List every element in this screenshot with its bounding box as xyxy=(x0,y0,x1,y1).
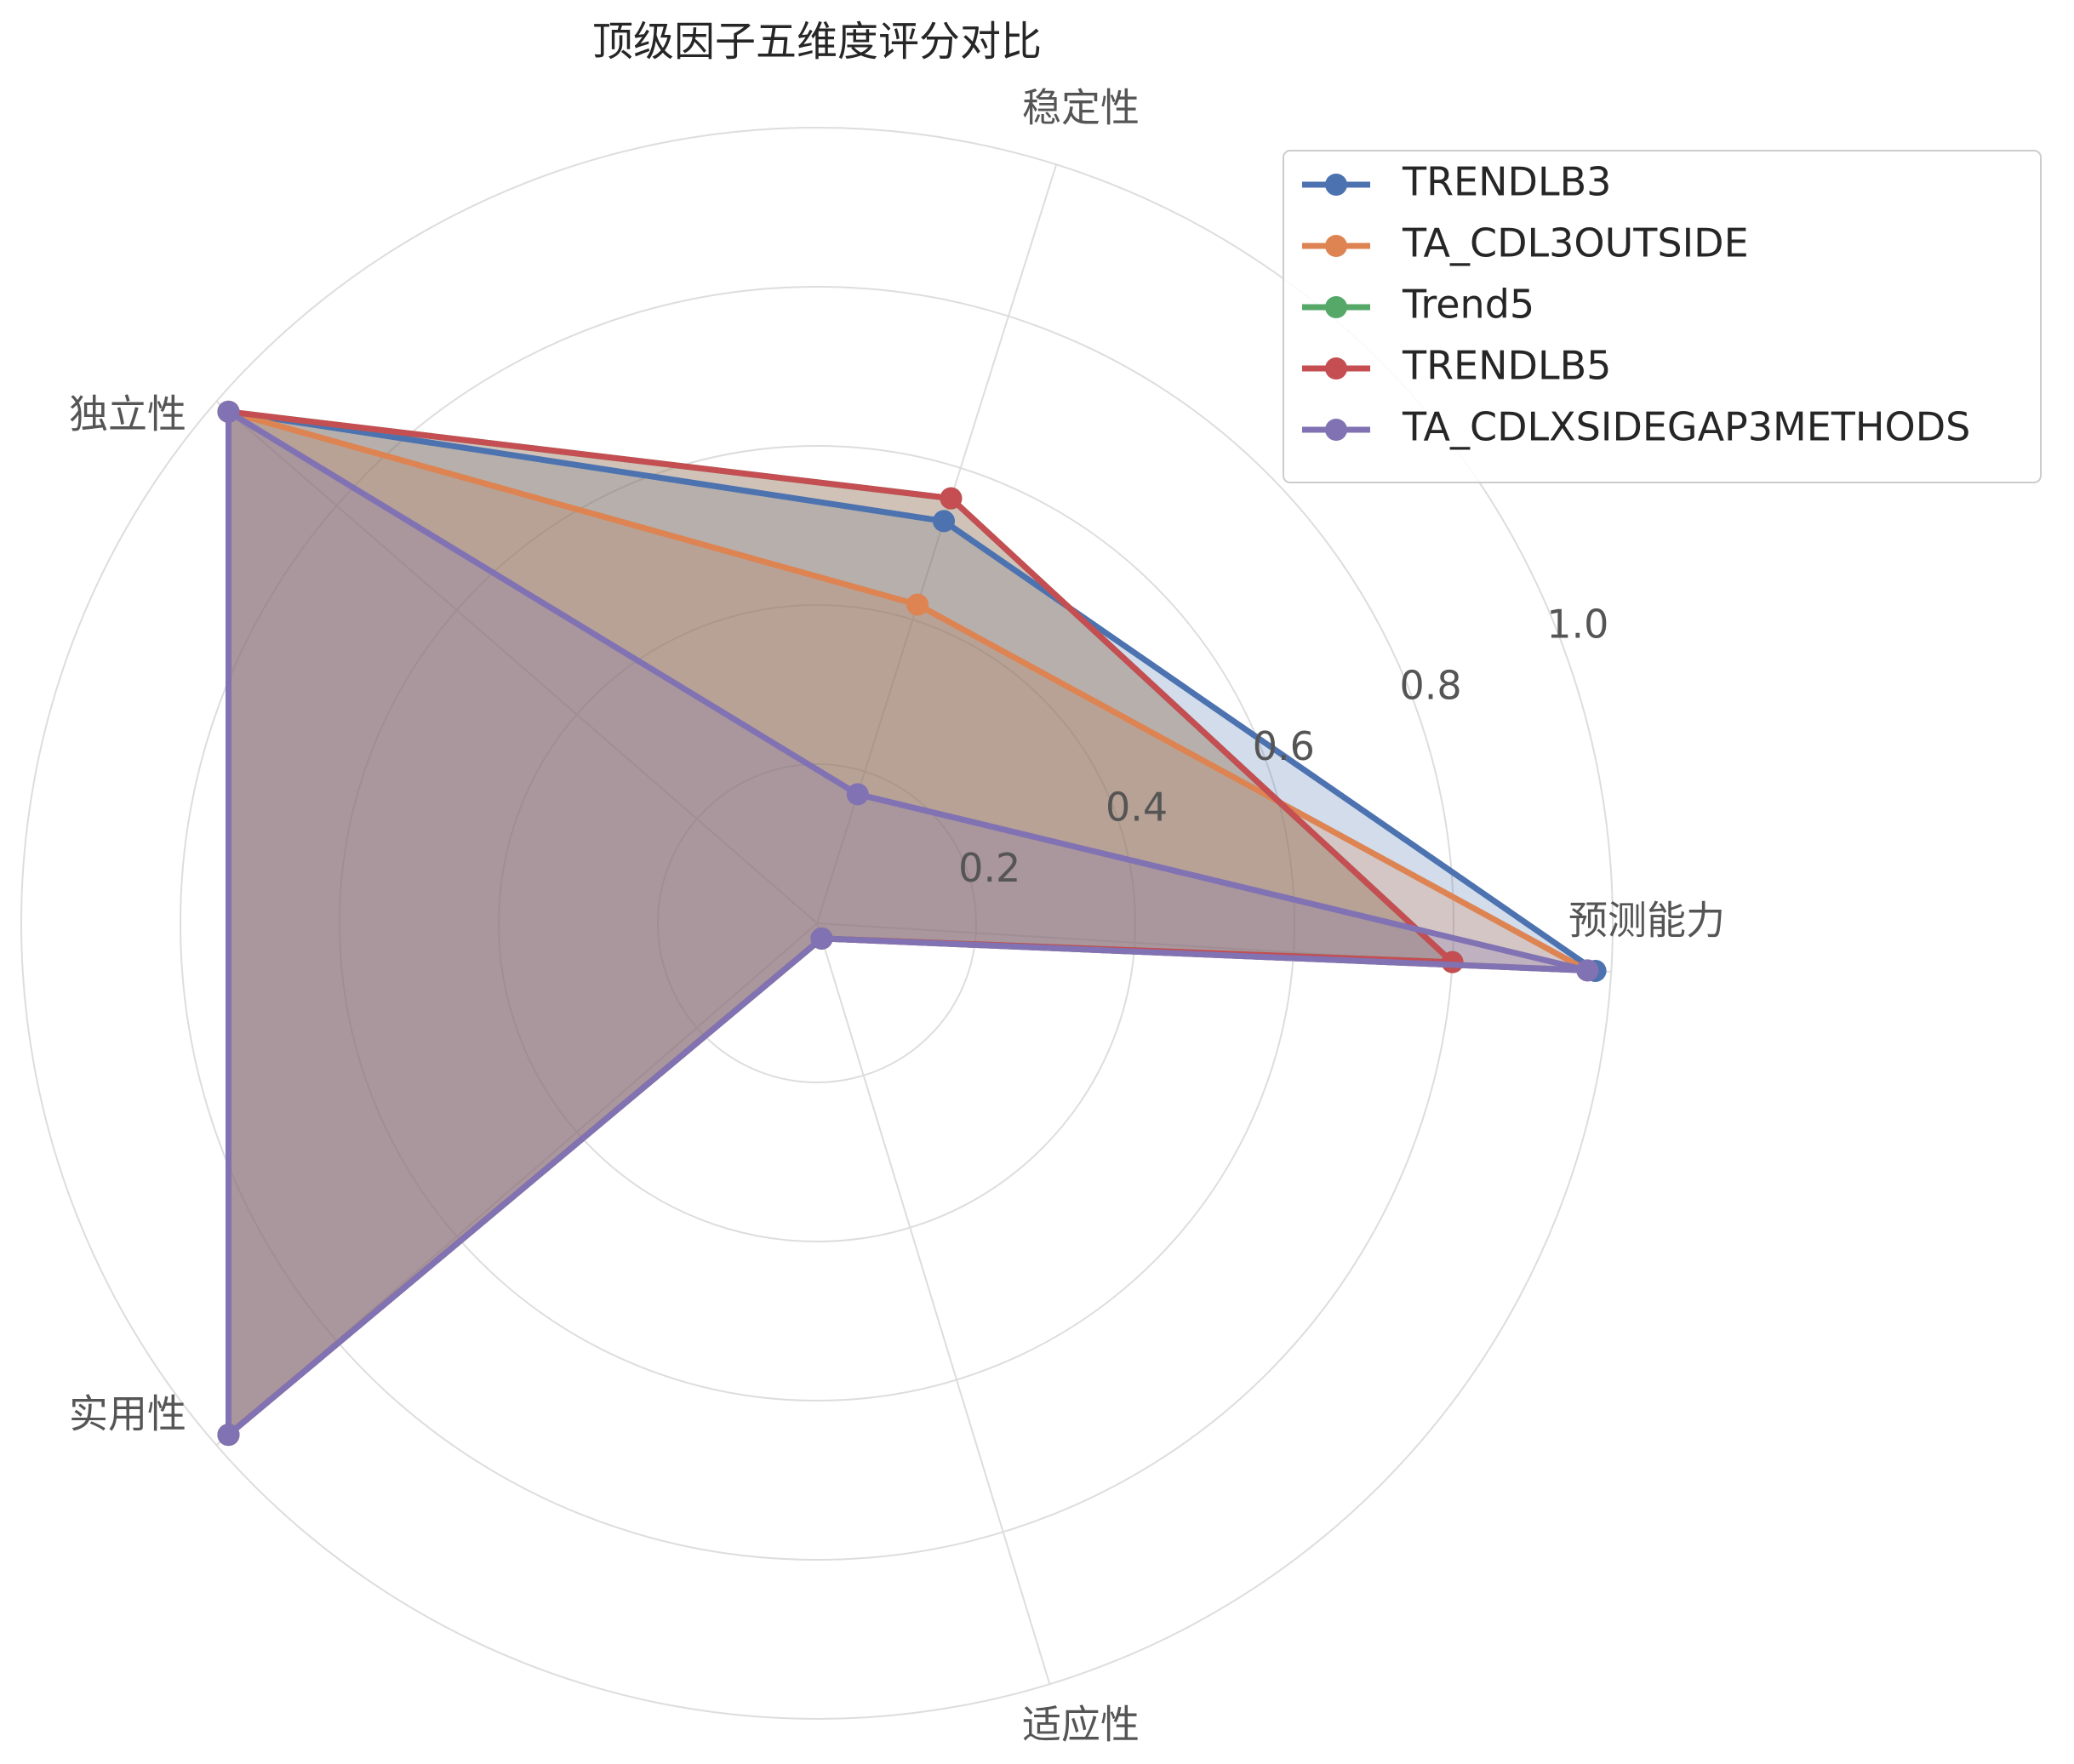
legend-entry: TA_CDL3OUTSIDE xyxy=(1402,220,1749,266)
legend-entry: Trend5 xyxy=(1402,282,1534,328)
data-point xyxy=(217,400,240,423)
grid-circle xyxy=(657,763,977,1083)
axis-label: 适应性 xyxy=(1022,1702,1140,1748)
axis-label: 实用性 xyxy=(69,1391,186,1437)
legend-swatch-marker xyxy=(1325,174,1347,196)
legend-swatch-marker xyxy=(1325,235,1347,257)
series-fill xyxy=(228,411,1453,1436)
grid-circle xyxy=(339,445,1295,1401)
legend-entry: TA_CDLXSIDEGAP3METHODS xyxy=(1402,404,1970,450)
legend: TRENDLB3 TA_CDL3OUTSIDE Trend5 TRENDLB5 TA_C… xyxy=(1283,150,2042,483)
series-fill xyxy=(228,411,1588,1436)
data-point xyxy=(217,1424,240,1447)
tick-label: 0.2 xyxy=(958,845,1020,891)
grid-circle xyxy=(498,604,1136,1242)
legend-swatch-marker xyxy=(1325,419,1347,441)
legend-swatch-marker xyxy=(1325,357,1347,380)
data-point xyxy=(846,783,869,806)
axis-spoke xyxy=(816,922,1051,1685)
grid-circle xyxy=(20,127,1614,1720)
axis-label: 独立性 xyxy=(69,391,186,437)
grid-circle xyxy=(180,286,1454,1561)
data-point xyxy=(1576,959,1599,982)
series-fill xyxy=(228,411,1596,1436)
legend-swatch-marker xyxy=(1325,296,1347,318)
series-fill xyxy=(228,411,1588,1436)
tick-label: 0.4 xyxy=(1106,784,1168,830)
data-point xyxy=(933,510,956,533)
axis-label: 预测能力 xyxy=(1568,898,1725,944)
legend-entry: TRENDLB5 xyxy=(1402,343,1611,389)
tick-label: 0.8 xyxy=(1399,662,1461,708)
legend-box xyxy=(1283,150,2042,483)
tick-label: 1.0 xyxy=(1546,602,1608,648)
data-point xyxy=(940,487,963,510)
series-line xyxy=(226,408,1591,1438)
axis-label: 稳定性 xyxy=(1022,85,1140,131)
tick-labels: 0.2 0.4 0.6 0.8 1.0 xyxy=(958,602,1608,891)
data-point xyxy=(810,927,833,950)
series-layer xyxy=(217,400,1607,1447)
tick-label: 0.6 xyxy=(1253,723,1315,769)
series-fill xyxy=(228,411,1453,1436)
data-point xyxy=(906,593,929,616)
chart-title: 顶级因子五维度评分对比 xyxy=(592,18,1042,66)
axis-spoke xyxy=(215,400,818,924)
radar-grid xyxy=(20,127,1614,1720)
legend-entry: TRENDLB3 xyxy=(1402,159,1611,205)
